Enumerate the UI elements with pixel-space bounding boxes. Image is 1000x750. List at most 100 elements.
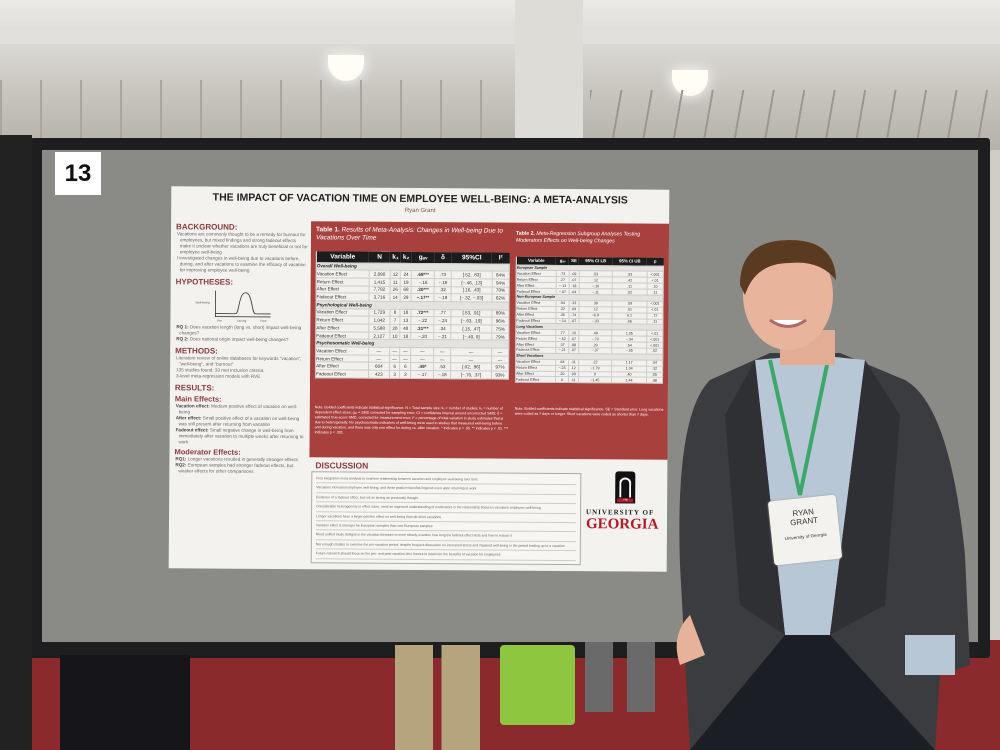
table-cell: — [389, 355, 401, 363]
table-cell: 6 [389, 362, 401, 371]
table-cell: −.20 [411, 332, 435, 340]
table-cell: 48 [400, 324, 412, 333]
table-cell: 75% [491, 325, 509, 333]
column-header: SE [569, 257, 579, 266]
ceiling [0, 0, 1000, 155]
column-header: 95% CI UB [612, 257, 648, 266]
table-row: Fadeout Effect 423 3 3 −.17 −.18 [−.70, .37] 93… [315, 369, 509, 379]
table-cell: 89% [491, 309, 509, 318]
table-cell: .68*** [411, 270, 435, 279]
green-tote-bag [500, 645, 575, 725]
table2-note: Note. Bolded coefficients indicate stati… [514, 406, 664, 417]
table1-note: Note. Bolded coefficients indicate stati… [314, 405, 509, 435]
ceiling-beam [0, 30, 1000, 44]
ceiling-light [328, 55, 364, 81]
table-cell: 19 [400, 278, 412, 287]
table-cell: 10 [389, 331, 401, 340]
row-label: Fadeout Effect [515, 376, 556, 383]
result-bullet: Fadeout effect: Small negative change in… [175, 427, 304, 445]
results-panel: Table 1. Results of Meta-Analysis: Chang… [309, 221, 670, 460]
discussion-box: First integrative meta-analysis to exami… [310, 471, 582, 566]
table-cell: 423 [368, 370, 390, 379]
table-cell: — [433, 355, 451, 364]
result-bullet: After effect: Small positive effect of a… [175, 415, 300, 427]
table-cell: .73 [434, 270, 452, 279]
table-cell: −.18 [434, 278, 452, 287]
table-cell: −.22 [411, 316, 435, 325]
column-header: 95%CI [451, 252, 493, 264]
table-cell: 8 [389, 308, 401, 317]
table-cell: −.18 [434, 293, 452, 302]
results-heading: RESULTS: [174, 383, 215, 393]
graph-xlabel: Pre [217, 318, 223, 323]
table-cell: .30*** [411, 286, 435, 294]
table-cell: 68 [400, 285, 412, 294]
table-cell: 12 [390, 270, 401, 279]
table-cell: 79% [491, 332, 509, 341]
table1-caption: Table 1. Results of Meta-Analysis: Chang… [315, 226, 503, 242]
ceiling-ducts [0, 80, 515, 140]
table-cell: 0 [555, 376, 569, 383]
column-header: 95% CI LB [578, 257, 613, 266]
table-cell: 11 [389, 278, 401, 286]
column-header: I² [492, 252, 510, 264]
column-header: k₂ [400, 251, 412, 263]
poster-left-column: BACKGROUND: Vacations are commonly thoug… [174, 218, 308, 475]
methods-bullet: Literature review of online databases fo… [176, 355, 302, 367]
presenter [676, 240, 970, 750]
result-bullet: Vacation effect: Medium positive effect … [175, 403, 298, 415]
table-cell: 2,090 [369, 270, 391, 279]
column-header: gₐᵥ [556, 256, 570, 266]
table-cell: −.24 [434, 316, 452, 325]
table-cell: 29 [400, 293, 412, 302]
hypothesis-graph: Well-being Pre During Post [175, 286, 307, 325]
table-cell: −.17 [410, 370, 434, 379]
table-cell: 70% [491, 286, 510, 295]
table-cell: 1.44 [611, 377, 647, 384]
column-header: gₐᵥ [411, 251, 435, 264]
table-cell: — [433, 347, 451, 356]
table-cell: 1,729 [368, 308, 390, 317]
rq-bullet: RQ 2: Does national origin impact well-b… [176, 336, 289, 343]
table-cell: 24 [400, 270, 412, 279]
table-cell: .31*** [411, 324, 435, 333]
table-cell: 7 [389, 316, 401, 325]
table-cell: .11 [568, 376, 579, 383]
table-cell: 6 [399, 362, 411, 371]
table-cell: — [389, 347, 401, 356]
table-cell: −.21 [433, 332, 451, 341]
table-cell: — [368, 347, 390, 356]
table-cell: 20 [389, 324, 401, 333]
table-cell: — [410, 355, 434, 364]
table-cell: −1.45 [577, 377, 612, 384]
research-poster: THE IMPACT OF VACATION TIME ON EMPLOYEE … [168, 186, 670, 572]
table2: Variable gₐᵥ SE 95% CI LB 95% CI UB p European… [514, 256, 664, 385]
table-cell: 604 [368, 362, 390, 371]
column-header: Variable [316, 251, 370, 263]
table-cell: 26 [389, 285, 401, 294]
badge-org: University of Georgia [784, 531, 827, 542]
table-row: Fadeout Effect 0.11 −1.45 1.44.98 [515, 376, 663, 384]
table-cell: 7,782 [368, 285, 390, 294]
moderator-bullet: RQ2: European samples had stronger fadeo… [175, 462, 294, 474]
table-cell: — [400, 347, 412, 356]
table-cell: .34 [434, 324, 452, 333]
table-cell: 5,588 [368, 324, 390, 332]
person-background-legs [585, 642, 655, 712]
row-label: Fadeout Effect [315, 369, 369, 378]
background-bullet: I investigated changes in well-being due… [176, 255, 306, 273]
table-cell: −.18 [433, 370, 451, 379]
table-cell: 97% [491, 363, 509, 372]
table-cell: −.16 [411, 278, 435, 287]
poster-author: Ryan Grant [404, 207, 436, 215]
table-cell: −.17** [411, 293, 435, 302]
table-cell: [−.70, .37] [450, 370, 492, 379]
table-cell: .72*** [411, 309, 435, 317]
table-cell: — [491, 355, 509, 364]
table-cell: 94% [491, 278, 510, 287]
graph-xlabel: During [237, 318, 247, 323]
poster-title: THE IMPACT OF VACATION TIME ON EMPLOYEE … [212, 191, 628, 207]
table-cell: 1,415 [368, 278, 391, 286]
adjacent-board [0, 135, 32, 750]
pillar [515, 0, 583, 155]
